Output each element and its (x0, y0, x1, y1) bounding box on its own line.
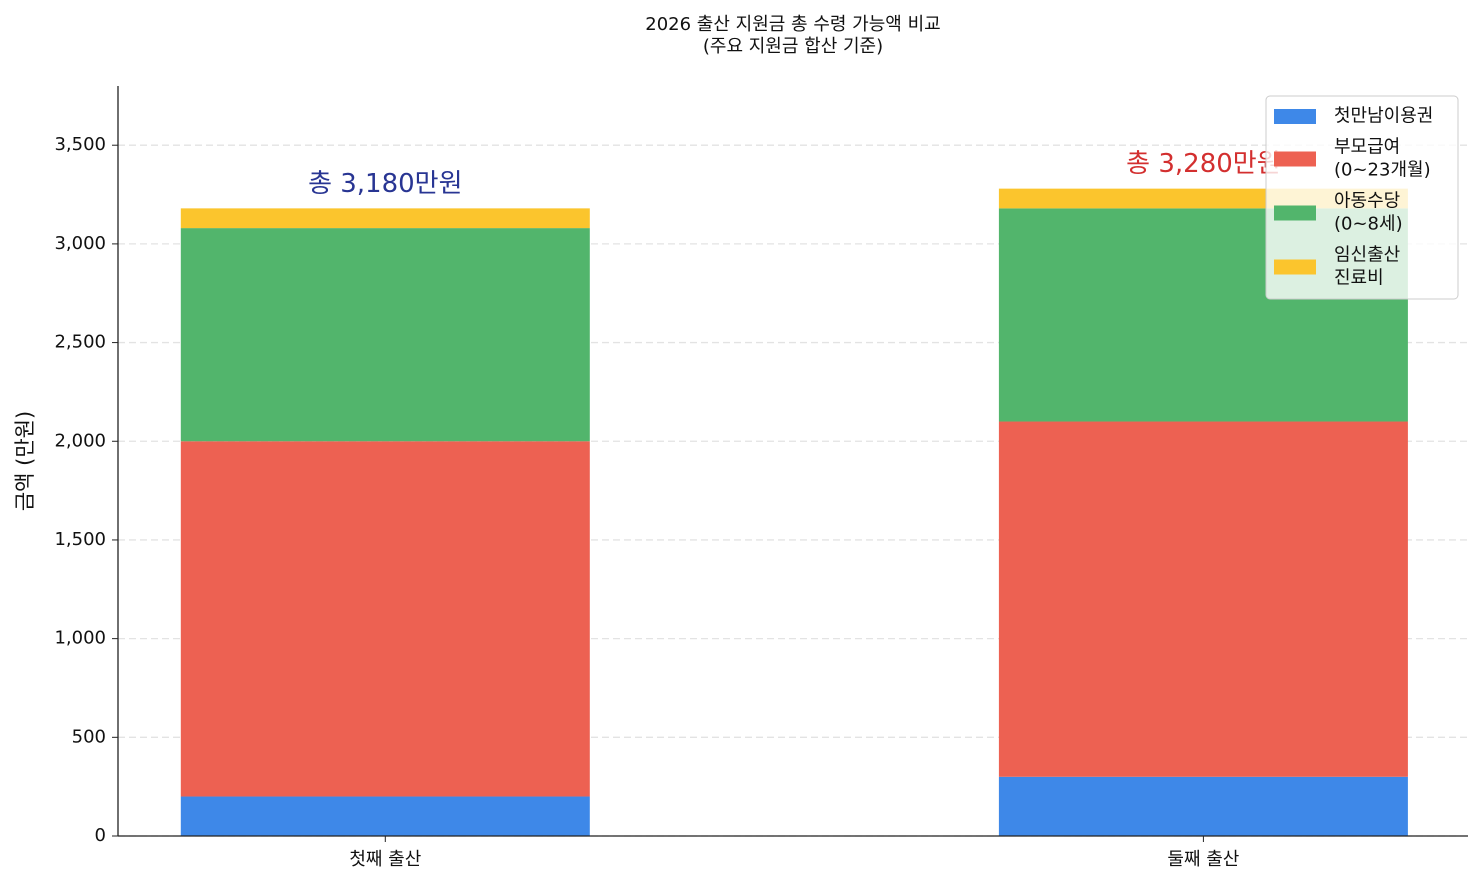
bar-segment (180, 796, 590, 836)
y-tick-label: 3,500 (54, 134, 106, 155)
bar-segment (998, 421, 1408, 777)
y-tick-label: 1,000 (54, 628, 106, 649)
bar-segment (180, 228, 590, 442)
x-tick-label: 둘째 출산 (1167, 849, 1239, 870)
bar-segment (180, 208, 590, 229)
legend-label: 부모급여 (0~23개월) (1334, 137, 1431, 181)
y-tick-label: 500 (72, 726, 106, 747)
legend-label: 첫만남이용권 (1334, 106, 1433, 127)
legend-box (1265, 95, 1459, 300)
legend-label: 임신출산 진료비 (1334, 245, 1400, 289)
y-tick-label: 2,000 (54, 430, 106, 451)
y-tick-label: 0 (95, 825, 106, 846)
y-tick-label: 1,500 (54, 529, 106, 550)
legend-swatch (1274, 151, 1316, 167)
total-annotation: 총 3,280만원 (1126, 149, 1280, 179)
total-annotation: 총 3,180만원 (308, 169, 462, 199)
y-tick-label: 3,000 (54, 233, 106, 254)
bar-segment (180, 441, 590, 797)
legend-swatch (1274, 109, 1316, 124)
legend-label: 아동수당 (0~8세) (1334, 191, 1403, 235)
y-axis-label: 금액 (만원) (13, 411, 37, 511)
y-tick-label: 2,500 (54, 332, 106, 353)
x-tick-label: 첫째 출산 (349, 849, 421, 870)
legend-swatch (1274, 259, 1316, 275)
legend-swatch (1274, 205, 1316, 221)
chart-title: 2026 출산 지원금 총 수령 가능액 비교 (주요 지원금 합산 기준) (645, 14, 940, 57)
bar-segment (998, 776, 1408, 836)
